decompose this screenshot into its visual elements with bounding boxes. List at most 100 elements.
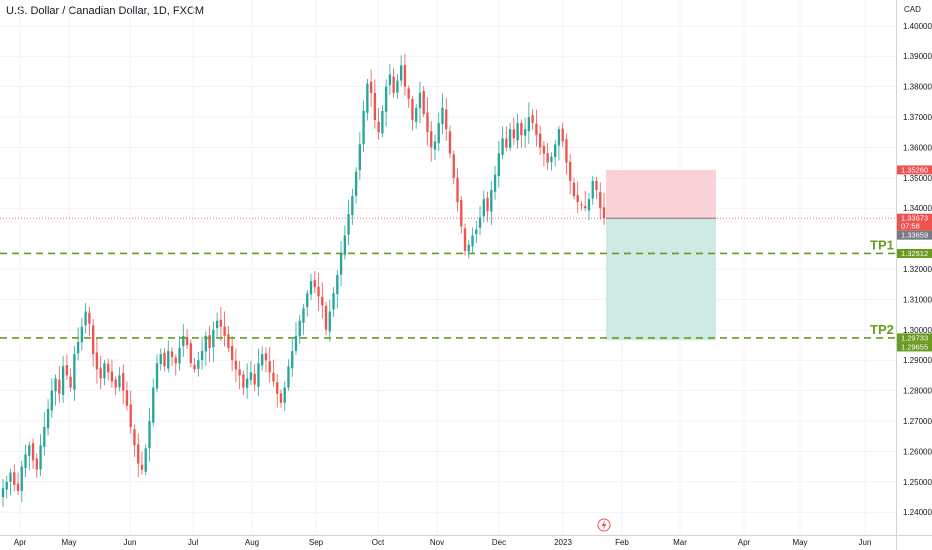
x-tick-label: Jun [124,538,137,547]
candle-body [324,305,328,330]
x-tick-label: May [792,538,807,547]
candle-body [373,92,377,121]
candle-body [388,74,392,86]
candle-body [542,146,546,154]
candle-body [403,64,407,87]
candle-body [591,180,594,199]
candle-body [343,235,346,255]
candle-body [118,375,121,388]
candle-body [550,156,553,163]
x-tick-label: Feb [615,538,629,547]
price-tag [897,342,932,352]
candle-body [88,312,91,324]
y-tick-label: 1.24000 [903,508,932,517]
candle-body [193,364,196,370]
candle-body [576,194,579,203]
candle-body [69,376,72,388]
candle-body [122,373,125,391]
price-tag [897,230,932,240]
candle-body [174,357,177,364]
candle-body [478,217,482,228]
candle-body [185,336,189,346]
candle-body [95,352,99,370]
candle-body [215,320,219,329]
candle-body [531,115,534,124]
x-tick-label: Dec [492,538,506,547]
candle-body [137,444,140,464]
candle-body [80,326,84,343]
candle-body [426,112,429,133]
candle-body [497,153,500,177]
candle-body [208,335,211,349]
candle-body [546,153,549,163]
candle-body [144,448,147,472]
candle-body [73,354,76,390]
candle-body [381,110,384,134]
candle-body [516,123,519,141]
candle-body [475,229,478,235]
candle-body [253,373,256,385]
x-tick-label: Jun [859,538,872,547]
chart-title: U.S. Dollar / Canadian Dollar, 1D, FXCM [6,5,205,17]
y-tick-label: 1.35000 [903,174,932,183]
candle-body [407,88,410,99]
candle-body [107,363,110,373]
x-tick-label: Sep [309,538,324,547]
lightning-icon [601,520,607,530]
stop-loss-zone [606,169,716,219]
x-tick-label: 2023 [554,538,572,547]
price-tag-label: 1.35260 [901,165,928,174]
candle-body [471,235,474,247]
candle-body [569,162,572,181]
y-tick-label: 1.27000 [903,417,932,426]
candle-body [242,374,245,388]
candle-body [557,129,561,146]
candle-body [399,65,403,81]
candle-body [302,308,305,323]
candle-body [317,286,320,297]
candle-body [257,363,260,387]
candle-body [283,387,286,403]
candle-body [287,366,290,388]
candle-body [197,360,200,369]
candle-body [538,133,542,148]
price-tag [897,213,932,231]
candle-body [354,171,358,196]
price-tag [897,248,932,258]
candle-body [392,76,395,93]
candle-body [264,353,268,361]
candle-body [9,472,12,482]
candle-body [415,107,418,122]
candle-body [268,361,271,373]
candle-body [61,366,65,395]
candle-body [448,131,452,154]
candle-body [396,80,399,93]
candle-body [91,325,95,355]
candle-body [306,293,309,307]
candle-body [339,253,343,275]
candle-body [565,139,568,163]
price-tag-label: 1.33673 [901,214,928,223]
candle-body [163,352,166,367]
candle-body [460,200,463,227]
price-tag-countdown: 07:58 [901,222,920,231]
candle-body [336,275,339,295]
candle-body [456,177,459,203]
candle-body [493,174,497,192]
price-tag-label: 1.29733 [901,333,928,342]
candle-body [276,382,279,394]
candle-body [508,129,512,148]
price-tag [897,165,932,175]
price-tag-label: 1.33659 [901,231,928,240]
candle-body [501,138,504,155]
candle-body [595,180,598,190]
x-tick-label: Jul [188,538,198,547]
candle-body [512,129,516,139]
candle-body [58,379,61,394]
x-tick-label: Apr [14,538,27,547]
candle-body [223,326,226,336]
y-tick-label: 1.29000 [903,356,932,365]
y-tick-label: 1.39000 [903,52,932,61]
y-tick-label: 1.34000 [903,204,932,213]
